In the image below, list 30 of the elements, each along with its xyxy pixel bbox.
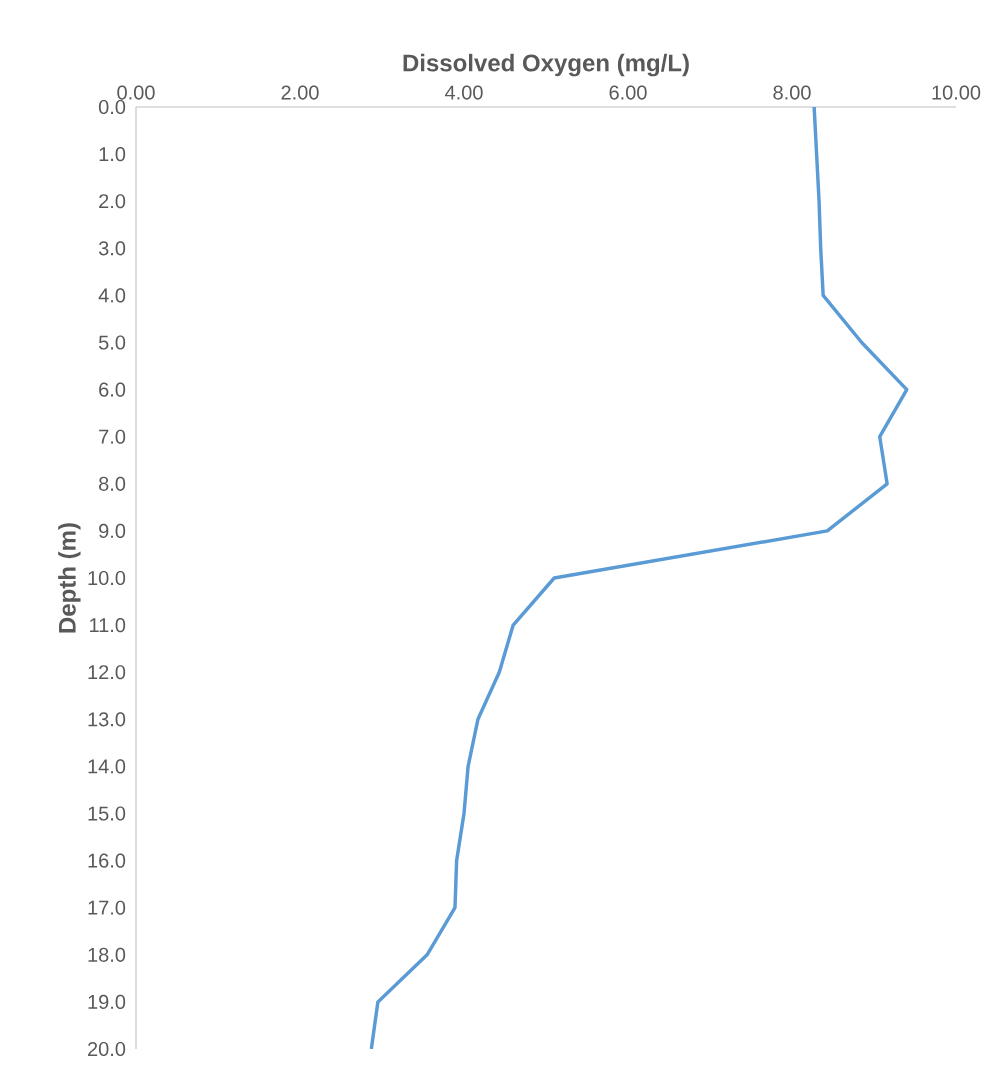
- y-tick-label: 14.0: [88, 759, 126, 774]
- x-axis-title: Dissolved Oxygen (mg/L): [403, 53, 689, 77]
- x-tick-label: 0.00: [117, 85, 155, 100]
- y-tick-label: 10.0: [88, 570, 126, 586]
- line-series: [369, 107, 909, 1050]
- y-tick-label: 19.0: [88, 994, 126, 1009]
- y-tick-label: 18.0: [88, 947, 126, 962]
- y-tick-label: 4.0: [98, 288, 126, 303]
- y-axis-title: Depth (m): [58, 523, 81, 633]
- x-tick-label: 6.00: [609, 85, 647, 100]
- y-tick-label: 16.0: [88, 853, 126, 868]
- x-tick-label: 4.00: [445, 85, 483, 100]
- y-tick-label: 20.0: [88, 1041, 126, 1057]
- y-tick-label: 7.0: [99, 429, 126, 444]
- y-tick-label: 2.0: [99, 194, 126, 209]
- y-tick-label: 5.0: [98, 335, 126, 350]
- y-tick-label: 0.0: [98, 99, 126, 115]
- x-tick-label: 10.00: [932, 85, 981, 100]
- y-tick-label: 1.0: [99, 147, 126, 162]
- y-tick-label: 15.0: [88, 806, 126, 821]
- y-tick-label: 6.0: [99, 382, 126, 397]
- y-tick-label: 3.0: [98, 241, 126, 256]
- y-tick-label: 8.0: [99, 476, 126, 491]
- y-tick-label: 17.0: [88, 900, 126, 915]
- y-tick-label: 9.0: [99, 523, 126, 538]
- y-tick-label: 12.0: [88, 665, 126, 680]
- y-tick-label: 11.0: [90, 618, 126, 633]
- x-tick-label: 8.00: [773, 85, 811, 100]
- x-tick-label: 2.00: [281, 85, 319, 100]
- y-tick-label: 13.0: [88, 712, 126, 727]
